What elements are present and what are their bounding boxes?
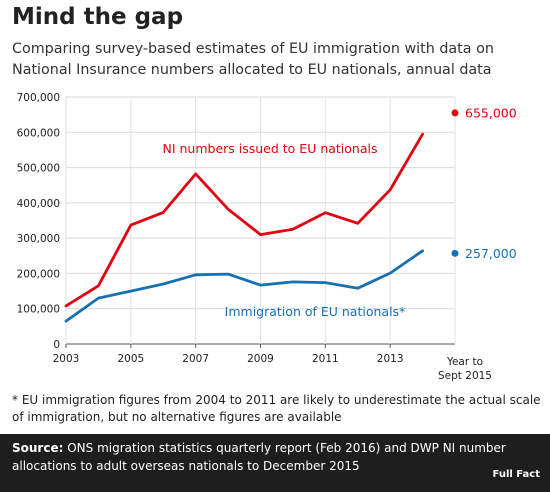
end-value-label: 655,000 — [465, 105, 517, 120]
series-label: Immigration of EU nationals* — [225, 304, 406, 319]
source-text: ONS migration statistics quarterly repor… — [12, 441, 506, 473]
series-label: NI numbers issued to EU nationals — [162, 141, 377, 156]
y-tick-label: 700,000 — [17, 92, 60, 104]
y-tick-label: 300,000 — [17, 233, 60, 245]
y-tick-label: 600,000 — [17, 127, 60, 139]
end-value-label: 257,000 — [465, 246, 517, 261]
source-bar: Source: ONS migration statistics quarter… — [0, 434, 550, 492]
source-label: Source: — [12, 441, 64, 455]
x-tick-label: 2007 — [182, 353, 209, 365]
chart-subtitle: Comparing survey-based estimates of EU i… — [12, 41, 494, 78]
y-tick-label: 100,000 — [17, 304, 60, 316]
end-period-label-line2: Sept 2015 — [438, 370, 492, 382]
full-fact-logo: Full Fact — [492, 469, 541, 480]
y-tick-label: 0 — [53, 339, 60, 351]
y-tick-label: 500,000 — [17, 163, 60, 175]
series-line-immigration — [64, 249, 425, 323]
x-tick-label: 2013 — [377, 353, 404, 365]
end-value-dot — [451, 109, 459, 117]
y-tick-label: 200,000 — [17, 268, 60, 280]
end-value-dot — [451, 249, 459, 257]
x-tick-label: 2011 — [312, 353, 339, 365]
x-tick-label: 2003 — [53, 353, 80, 365]
x-tick-label: 2009 — [247, 353, 274, 365]
page-title: Mind the gap — [12, 4, 184, 30]
y-tick-label: 400,000 — [17, 198, 60, 210]
series-line-ni-numbers — [64, 132, 425, 308]
end-period-label-line1: Year to — [446, 356, 483, 368]
footnote: * EU immigration figures from 2004 to 20… — [12, 393, 541, 424]
x-tick-label: 2005 — [117, 353, 144, 365]
line-chart: 0 100,000 200,000 300,000 400,000 500,000 600,… — [17, 92, 517, 382]
